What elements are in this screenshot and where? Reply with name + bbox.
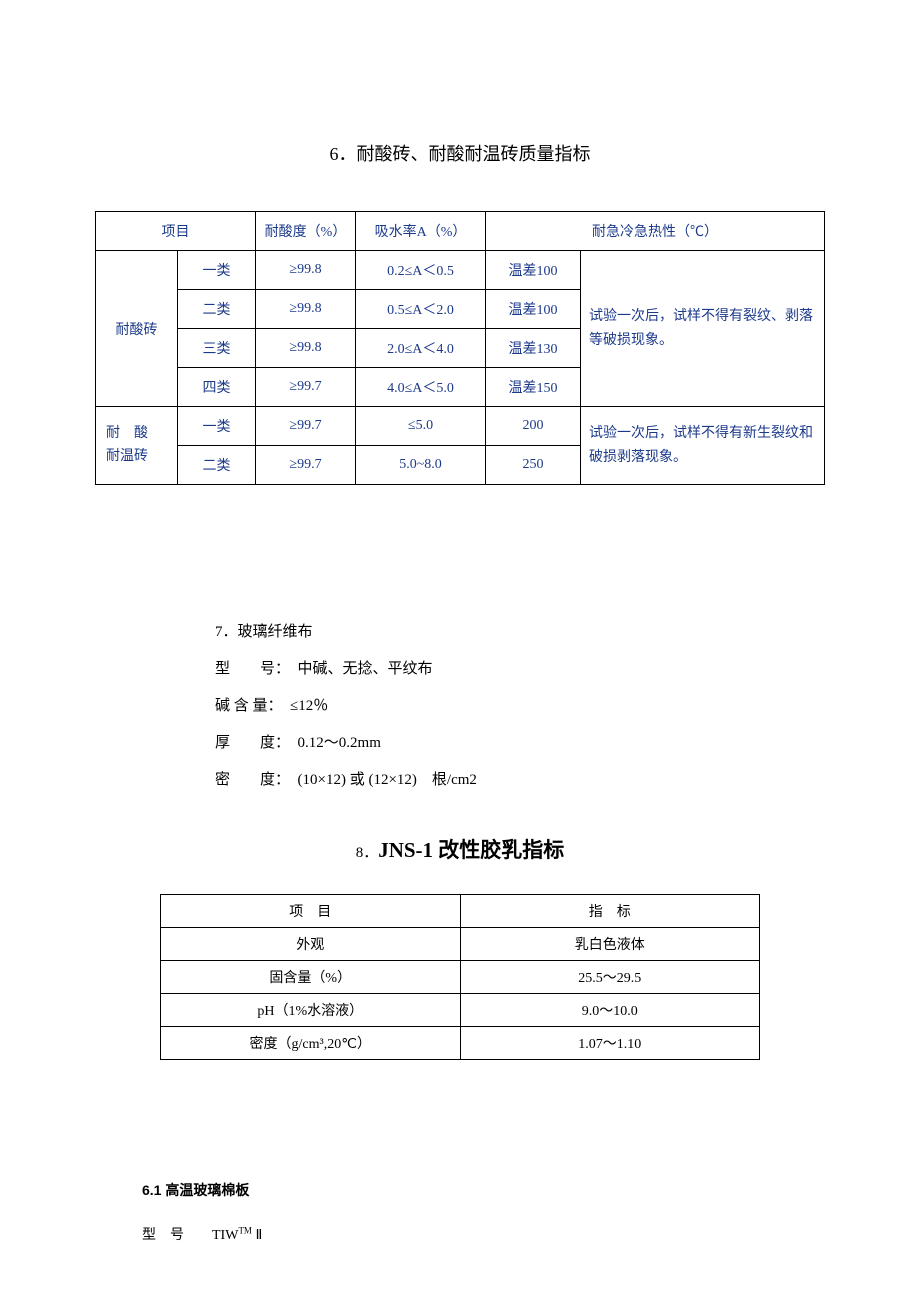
table-cell: 四类 [178, 368, 256, 407]
table-cell: ≤5.0 [356, 407, 486, 446]
table-cell: pH（1%水溶液） [161, 994, 461, 1027]
th-item: 项 目 [161, 895, 461, 928]
spec-line-thickness: 厚 度： 0.12～0.2mm [215, 731, 825, 752]
section-6-1-heading: 6.1 高温玻璃棉板 [142, 1180, 825, 1200]
group2-label: 耐 酸耐温砖 [96, 407, 178, 485]
table-cell: 一类 [178, 407, 256, 446]
table-cell: 固含量（%） [161, 961, 461, 994]
table-cell: 0.5≤A＜2.0 [356, 290, 486, 329]
group1-desc: 试验一次后，试样不得有裂纹、剥落等破损现象。 [581, 251, 825, 407]
table-cell: 温差100 [486, 290, 581, 329]
table-cell: 25.5～29.5 [460, 961, 760, 994]
th-water: 吸水率A（%） [356, 212, 486, 251]
spec-line-alkali: 碱 含 量： ≤12％ [215, 694, 825, 715]
spec-line-density: 密 度： (10×12) 或 (12×12) 根/cm2 [215, 768, 825, 789]
table-cell: ≥99.8 [256, 329, 356, 368]
table-cell: 200 [486, 407, 581, 446]
section-8-title: 8．JNS-1 改性胶乳指标 [95, 834, 825, 864]
group2-desc: 试验一次后，试样不得有新生裂纹和破损剥落现象。 [581, 407, 825, 485]
table-cell: 温差150 [486, 368, 581, 407]
table-cell: 二类 [178, 446, 256, 485]
th-spec: 指 标 [460, 895, 760, 928]
spec-line-model: 型 号： 中碱、无捻、平纹布 [215, 657, 825, 678]
table-cell: 9.0～10.0 [460, 994, 760, 1027]
table-cell: 1.07～1.10 [460, 1027, 760, 1060]
th-acid: 耐酸度（%） [256, 212, 356, 251]
section-7-title: 7．玻璃纤维布 [215, 620, 825, 641]
table-cell: 一类 [178, 251, 256, 290]
table-cell: 5.0~8.0 [356, 446, 486, 485]
table-jns1: 项 目 指 标 外观 乳白色液体 固含量（%） 25.5～29.5 pH（1%水… [160, 894, 760, 1060]
table-cell: 外观 [161, 928, 461, 961]
table-cell: 三类 [178, 329, 256, 368]
section-7: 7．玻璃纤维布 型 号： 中碱、无捻、平纹布 碱 含 量： ≤12％ 厚 度： … [95, 620, 825, 789]
table-acid-brick: 项目 耐酸度（%） 吸水率A（%） 耐急冷急热性（℃） 耐酸砖 一类 ≥99.8… [95, 211, 825, 485]
table-cell: ≥99.7 [256, 446, 356, 485]
table-cell: ≥99.8 [256, 251, 356, 290]
section-6-1: 6.1 高温玻璃棉板 型 号 TIWTM Ⅱ [95, 1180, 825, 1244]
table-cell: 2.0≤A＜4.0 [356, 329, 486, 368]
table-cell: 密度（g/cm³,20℃） [161, 1027, 461, 1060]
table-cell: 二类 [178, 290, 256, 329]
table-cell: ≥99.7 [256, 407, 356, 446]
section-6-title: 6．耐酸砖、耐酸耐温砖质量指标 [95, 140, 825, 166]
table-cell: ≥99.7 [256, 368, 356, 407]
spec-line-model-61: 型 号 TIWTM Ⅱ [142, 1224, 825, 1244]
table-cell: 乳白色液体 [460, 928, 760, 961]
table-cell: 250 [486, 446, 581, 485]
table-cell: 温差130 [486, 329, 581, 368]
table-cell: 0.2≤A＜0.5 [356, 251, 486, 290]
table-cell: ≥99.8 [256, 290, 356, 329]
group1-label: 耐酸砖 [96, 251, 178, 407]
th-project: 项目 [96, 212, 256, 251]
table-cell: 4.0≤A＜5.0 [356, 368, 486, 407]
th-thermal: 耐急冷急热性（℃） [486, 212, 825, 251]
table-cell: 温差100 [486, 251, 581, 290]
